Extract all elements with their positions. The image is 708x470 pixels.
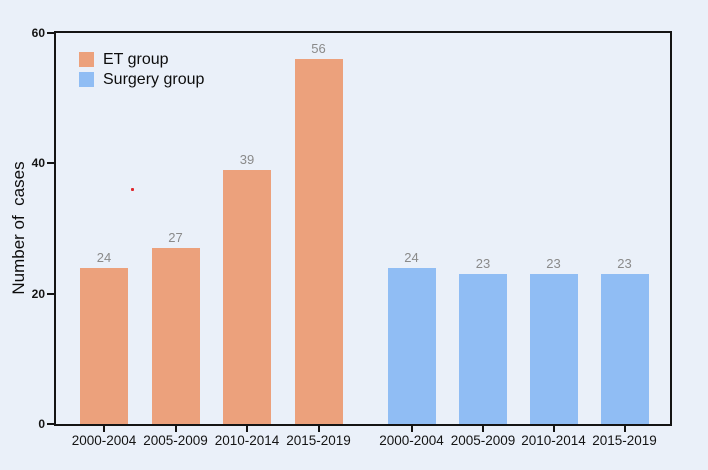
y-axis-tick — [47, 423, 54, 425]
legend: ET group Surgery group — [79, 51, 204, 91]
bar-et-group-2005-2009 — [151, 248, 200, 424]
y-axis-label-0: 0 — [38, 417, 45, 431]
bar-surgery-group-2000-2004 — [387, 267, 436, 424]
red-dot-artifact — [131, 188, 134, 191]
x-axis-label-2015-2019: 2015-2019 — [592, 433, 657, 448]
x-axis-tick — [174, 426, 177, 432]
legend-swatch-et-group — [79, 52, 94, 67]
plot-area: ET group Surgery group 24 27 39 56 24 23 23 23 — [54, 31, 672, 426]
bar-surgery-group-2005-2009 — [459, 274, 507, 424]
y-axis-label-40: 40 — [31, 156, 45, 171]
bar-et-group-2010-2014 — [223, 169, 271, 424]
bar-surgery-group-2010-2014 — [529, 274, 578, 424]
y-axis-label-20: 20 — [31, 286, 45, 301]
x-axis-tick — [103, 426, 105, 432]
bar-value-label: 23 — [475, 256, 491, 272]
y-axis-tick — [47, 292, 54, 295]
x-axis-tick — [317, 426, 320, 432]
x-axis-label-2000-2004: 2000-2004 — [71, 433, 137, 448]
legend-item-surgery-group: Surgery group — [79, 71, 204, 88]
bar-value-label: 56 — [311, 41, 326, 57]
x-axis-tick — [552, 426, 555, 432]
legend-item-et-group: ET group — [79, 51, 204, 68]
x-axis-label-2015-2019: 2015-2019 — [286, 433, 351, 448]
bar-value-label: 23 — [617, 256, 632, 272]
x-axis-label-2005-2009: 2005-2009 — [143, 433, 208, 448]
x-axis-tick — [482, 426, 484, 432]
bar-surgery-group-2015-2019 — [600, 274, 649, 424]
legend-label-surgery-group: Surgery group — [103, 71, 205, 88]
x-axis-label-2010-2014: 2010-2014 — [521, 433, 586, 448]
bar-value-label: 24 — [96, 249, 112, 265]
bar-value-label: 27 — [168, 230, 183, 246]
y-axis-title: Number of cases — [9, 161, 28, 295]
bar-value-label: 39 — [239, 151, 255, 167]
x-axis-tick — [623, 426, 626, 432]
y-axis-label-60: 60 — [31, 26, 45, 40]
y-axis-tick — [47, 162, 54, 165]
x-axis-tick — [410, 426, 413, 432]
bar-value-label: 23 — [546, 256, 561, 272]
bar-value-label: 24 — [404, 249, 419, 265]
y-axis-tick — [47, 32, 54, 34]
bar-et-group-2015-2019 — [294, 59, 343, 424]
x-axis-label-2010-2014: 2010-2014 — [214, 433, 280, 448]
bar-et-group-2000-2004 — [80, 267, 128, 424]
legend-swatch-surgery-group — [79, 72, 94, 87]
x-axis-tick — [246, 426, 248, 432]
x-axis-label-2000-2004: 2000-2004 — [379, 433, 444, 448]
x-axis-label-2005-2009: 2005-2009 — [450, 433, 516, 448]
legend-label-et-group: ET group — [103, 51, 169, 68]
